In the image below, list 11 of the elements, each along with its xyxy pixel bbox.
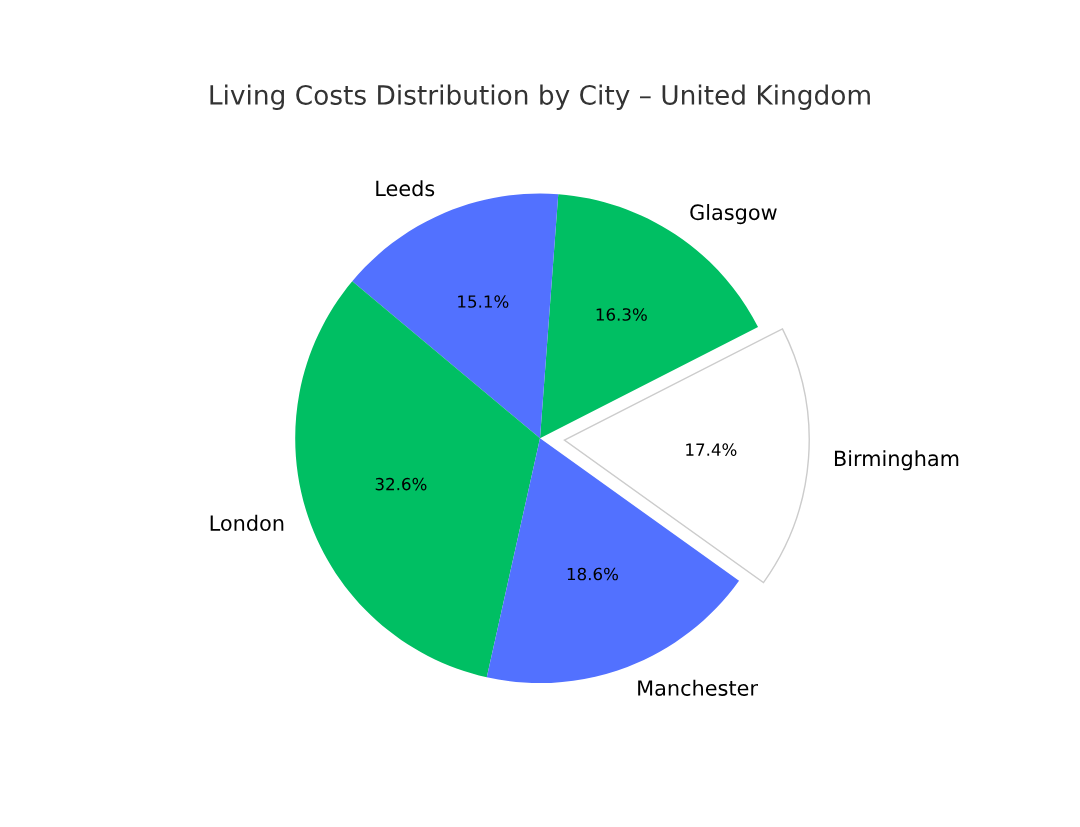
slice-label: Birmingham <box>834 450 959 471</box>
data-label: 17.4% <box>686 443 737 456</box>
chart-title: Living Costs Distribution by City – United Kingdom <box>210 84 870 111</box>
data-label: 15.1% <box>458 295 509 308</box>
slice-label: London <box>210 514 284 531</box>
data-label: 32.6% <box>375 477 427 491</box>
slice-label: Glasgow <box>690 204 777 225</box>
data-label: 18.6% <box>567 567 618 581</box>
slice-label: Leeds <box>376 180 435 197</box>
data-label: 16.3% <box>596 308 647 321</box>
slice-label: Manchester <box>638 679 758 696</box>
